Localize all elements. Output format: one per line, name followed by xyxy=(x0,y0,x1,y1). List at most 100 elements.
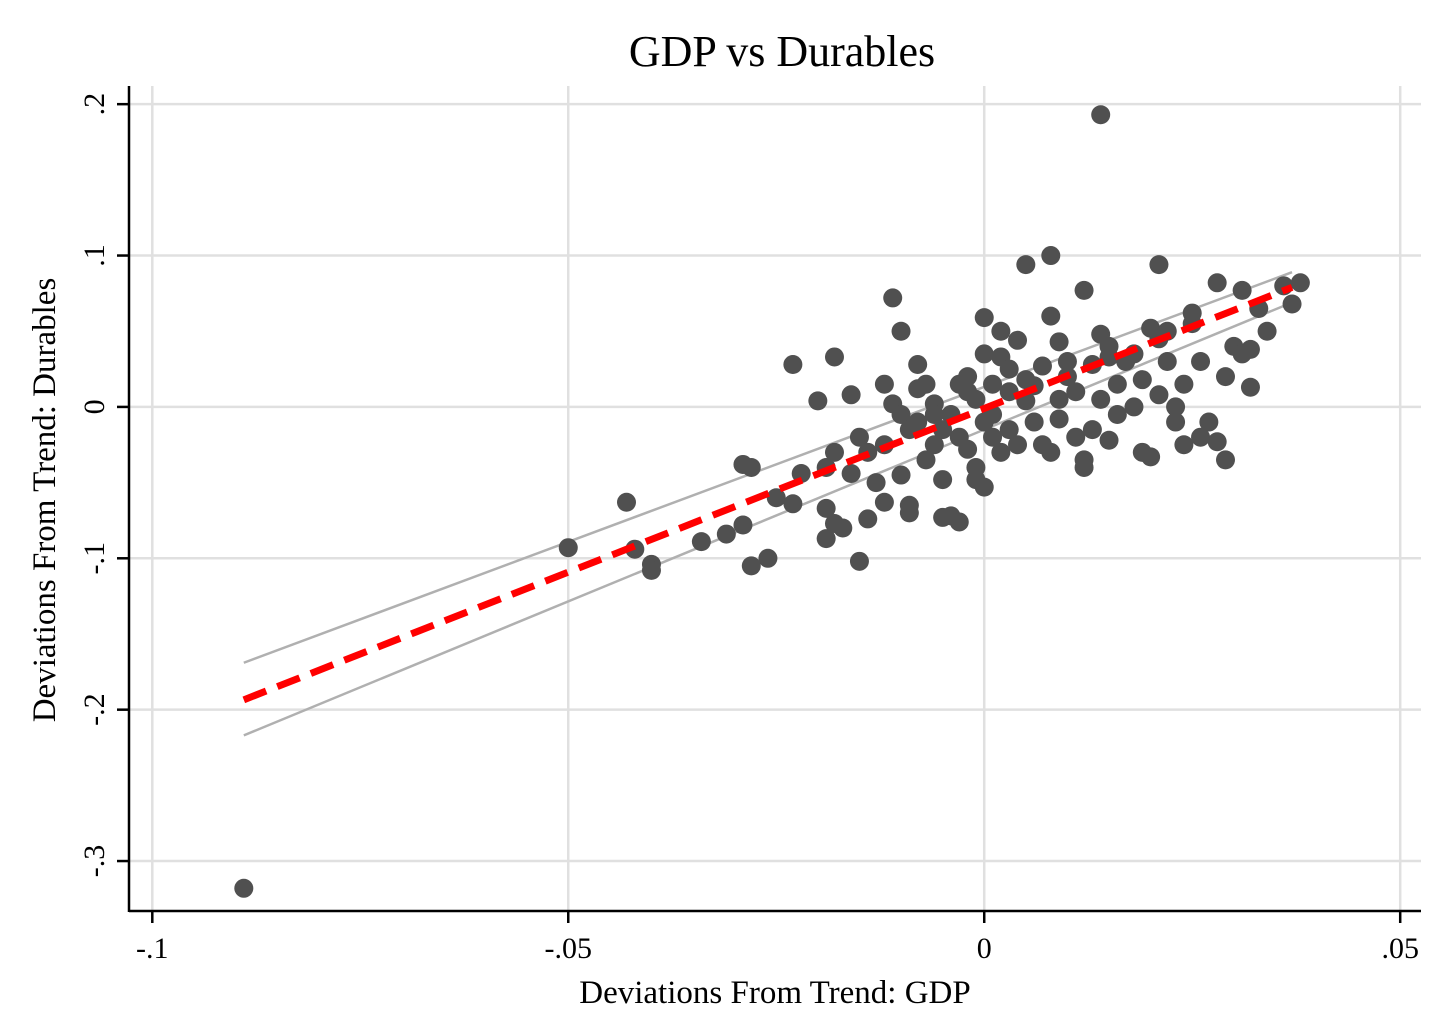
data-point xyxy=(949,512,969,532)
data-point xyxy=(999,382,1019,402)
data-point xyxy=(916,450,936,470)
data-point xyxy=(1049,332,1069,352)
data-point xyxy=(808,391,828,411)
x-tick-label: -.05 xyxy=(545,932,593,965)
data-point xyxy=(874,492,894,512)
data-point xyxy=(558,538,578,558)
axes xyxy=(117,86,1421,923)
data-point xyxy=(1008,435,1028,455)
data-point xyxy=(816,529,836,549)
data-point xyxy=(1166,397,1186,417)
data-point xyxy=(1049,409,1069,429)
data-point xyxy=(849,427,869,447)
data-point xyxy=(741,457,761,477)
data-point xyxy=(958,439,978,459)
data-point xyxy=(1107,374,1127,394)
data-point xyxy=(891,321,911,341)
data-point xyxy=(1107,404,1127,424)
data-point xyxy=(983,374,1003,394)
x-tick-label: .05 xyxy=(1381,932,1419,965)
data-point xyxy=(933,470,953,490)
grid-lines xyxy=(129,86,1421,911)
data-point xyxy=(958,367,978,387)
data-point xyxy=(1174,374,1194,394)
data-point xyxy=(899,495,919,515)
data-point xyxy=(1049,389,1069,409)
x-tick-label: -.1 xyxy=(136,932,169,965)
y-tick-label: .1 xyxy=(78,244,111,267)
data-point xyxy=(824,442,844,462)
data-point xyxy=(841,385,861,405)
data-point xyxy=(1091,389,1111,409)
data-point xyxy=(1215,367,1235,387)
data-point xyxy=(1066,427,1086,447)
confidence-band xyxy=(243,271,1293,737)
y-tick-label: -.2 xyxy=(78,693,111,726)
data-point xyxy=(1207,432,1227,452)
data-point xyxy=(924,404,944,424)
data-point xyxy=(1066,382,1086,402)
data-point xyxy=(1099,336,1119,356)
data-point xyxy=(849,551,869,571)
data-point xyxy=(991,321,1011,341)
data-point xyxy=(234,878,254,898)
data-point xyxy=(858,509,878,529)
data-point xyxy=(866,473,886,493)
data-point xyxy=(891,404,911,424)
data-point xyxy=(1041,246,1061,266)
data-point xyxy=(1191,352,1211,372)
data-point xyxy=(1149,385,1169,405)
data-point xyxy=(974,477,994,497)
data-point xyxy=(1016,255,1036,275)
data-point xyxy=(833,518,853,538)
data-point xyxy=(1141,447,1161,467)
data-point xyxy=(1149,255,1169,275)
data-point xyxy=(766,488,786,508)
y-tick-label: -.3 xyxy=(78,845,111,878)
data-point xyxy=(908,412,928,432)
data-point xyxy=(1041,306,1061,326)
data-point xyxy=(1166,412,1186,432)
data-point xyxy=(1215,450,1235,470)
x-tick-label: 0 xyxy=(977,932,992,965)
x-axis-label: Deviations From Trend: GDP xyxy=(579,975,970,1011)
y-tick-label: .2 xyxy=(78,93,111,116)
data-point xyxy=(791,464,811,484)
data-point xyxy=(908,355,928,375)
data-point xyxy=(741,556,761,576)
chart-title: GDP vs Durables xyxy=(629,27,935,76)
data-point xyxy=(841,464,861,484)
data-point xyxy=(1074,457,1094,477)
ci-upper-line xyxy=(243,271,1293,664)
data-point xyxy=(1057,352,1077,372)
data-point xyxy=(1008,330,1028,350)
data-point xyxy=(1074,280,1094,300)
data-point xyxy=(1041,442,1061,462)
fit-line xyxy=(242,284,1294,704)
data-point xyxy=(616,492,636,512)
data-point xyxy=(733,515,753,535)
data-point xyxy=(1099,430,1119,450)
data-point xyxy=(1240,339,1260,359)
y-tick-label: -.1 xyxy=(78,542,111,575)
data-point xyxy=(1182,303,1202,323)
data-point xyxy=(824,347,844,367)
data-point xyxy=(966,389,986,409)
data-point xyxy=(974,308,994,328)
data-point xyxy=(1240,377,1260,397)
data-point xyxy=(1257,321,1277,341)
data-point xyxy=(1232,280,1252,300)
data-point xyxy=(1174,435,1194,455)
data-point xyxy=(691,532,711,552)
data-point xyxy=(783,494,803,514)
data-point xyxy=(1032,356,1052,376)
data-point xyxy=(1207,273,1227,293)
data-point xyxy=(1191,427,1211,447)
data-point xyxy=(641,560,661,580)
data-point xyxy=(999,420,1019,440)
data-point xyxy=(1091,105,1111,125)
data-point xyxy=(716,524,736,544)
data-point xyxy=(783,355,803,375)
data-point xyxy=(1024,412,1044,432)
data-point xyxy=(891,465,911,485)
